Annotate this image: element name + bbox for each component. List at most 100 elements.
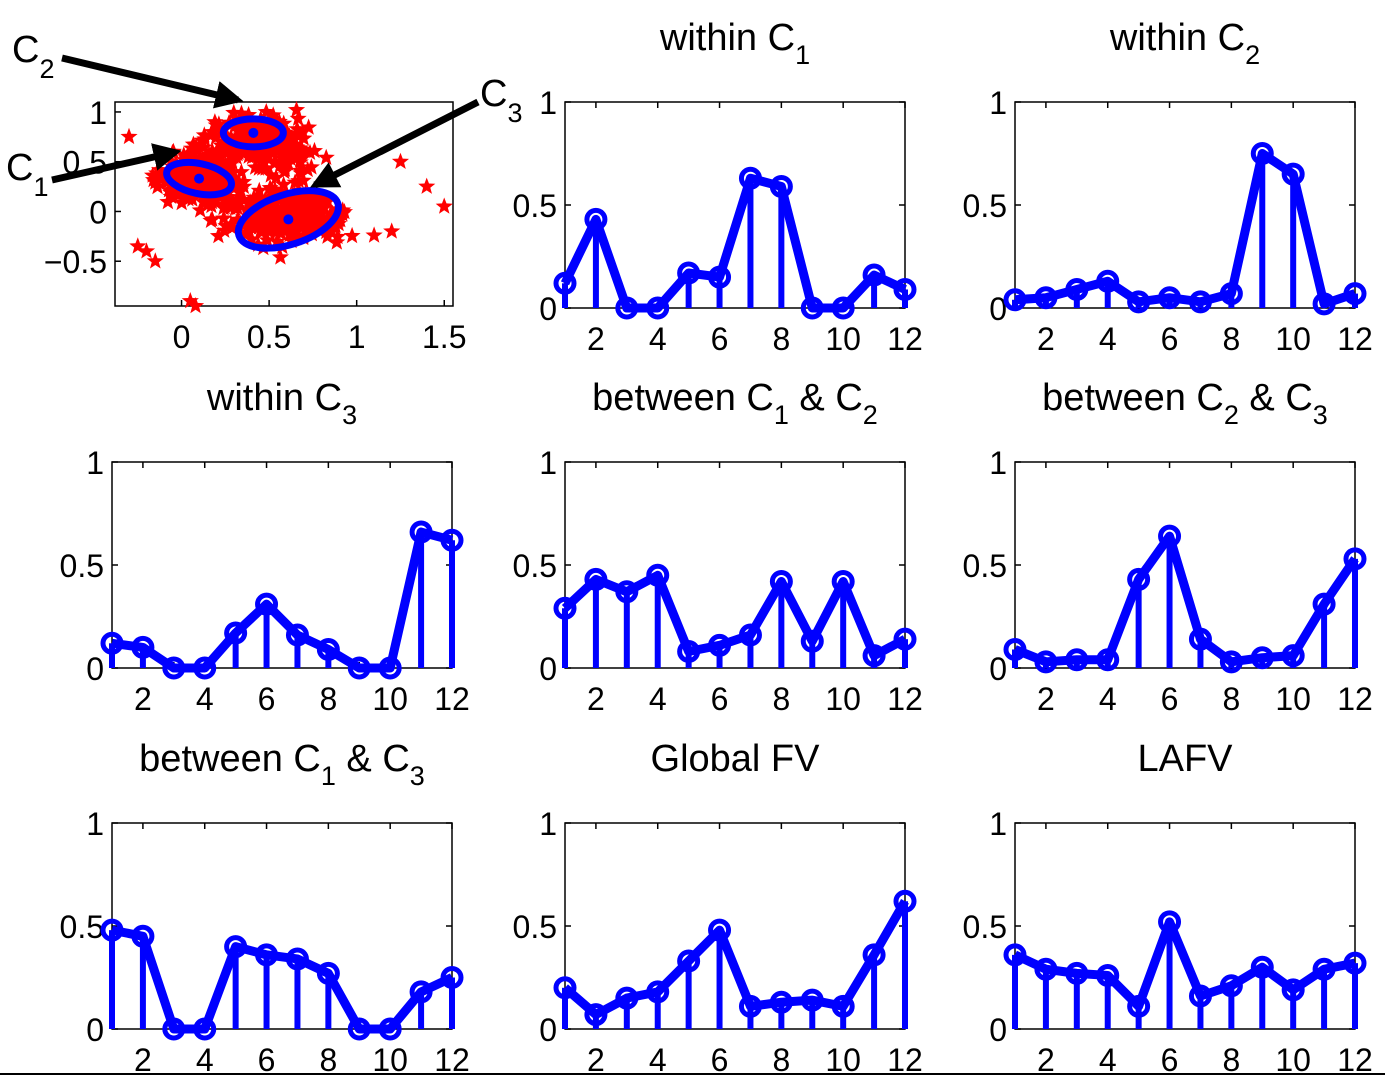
point-2 xyxy=(584,1003,608,1027)
point-12 xyxy=(440,528,464,552)
point-6 xyxy=(255,943,279,967)
point-11 xyxy=(409,520,433,544)
scatter-star xyxy=(391,152,409,169)
scatter-star xyxy=(138,242,156,259)
point-10 xyxy=(831,569,855,593)
x-tick-label: 10 xyxy=(1275,321,1311,357)
x-tick-label: 4 xyxy=(1099,1042,1117,1076)
scatter-star xyxy=(201,151,219,168)
point-3 xyxy=(615,986,639,1010)
point-11 xyxy=(862,263,886,287)
scatter-star xyxy=(208,143,226,160)
point-12 xyxy=(893,889,917,913)
scatter-star xyxy=(187,297,205,314)
stem-chart-5: between C2 & C3 2 4 6 8 10 12 1 0.5 0 xyxy=(963,377,1373,717)
x-tick-label: 12 xyxy=(887,321,923,357)
point-6 xyxy=(1158,286,1182,310)
x-tick-label: 2 xyxy=(134,681,152,717)
scatter-star xyxy=(299,220,317,238)
point-11 xyxy=(862,943,886,967)
scatter-star xyxy=(183,190,201,207)
scatter-star xyxy=(247,115,265,132)
chart-title: between C1 & C2 xyxy=(592,377,878,430)
point-3 xyxy=(1065,961,1089,985)
cluster-ellipse-c1 xyxy=(163,158,235,199)
scatter-star xyxy=(264,216,282,233)
point-1 xyxy=(1003,637,1027,661)
scatter-star xyxy=(275,114,293,131)
point-12 xyxy=(1343,547,1367,571)
y-tick-label: 0 xyxy=(989,1012,1007,1048)
scatter-star xyxy=(249,216,267,234)
series-line xyxy=(1013,531,1359,667)
x-tick-label: 2 xyxy=(587,681,605,717)
point-6 xyxy=(255,592,279,616)
point-5 xyxy=(677,640,701,664)
series-line xyxy=(560,173,907,313)
point-3 xyxy=(1065,277,1089,301)
y-tick-label: 0 xyxy=(539,651,557,687)
point-9 xyxy=(347,1017,371,1041)
point-11 xyxy=(862,644,886,668)
point-8 xyxy=(1219,650,1243,674)
scatter-star xyxy=(213,171,231,188)
point-10 xyxy=(1281,162,1305,186)
scatter-star xyxy=(212,158,230,175)
cluster-center-c1 xyxy=(194,173,205,184)
scatter-star xyxy=(294,123,312,140)
point-2 xyxy=(1034,286,1058,310)
point-6 xyxy=(708,633,732,657)
x-tick-label: 6 xyxy=(258,681,276,717)
point-7 xyxy=(738,623,762,647)
point-11 xyxy=(1312,592,1336,616)
scatter-star xyxy=(246,158,264,175)
scatter-star xyxy=(267,168,285,186)
scatter-star xyxy=(234,173,252,190)
stem-chart-3: within C3 2 4 6 8 10 12 1 0.5 0 xyxy=(60,377,470,717)
point-11 xyxy=(1312,292,1336,316)
x-tick-label: 8 xyxy=(319,681,337,717)
scatter-star xyxy=(173,193,191,211)
point-8 xyxy=(769,174,793,198)
scatter-star xyxy=(277,152,295,169)
x-tick-label: 12 xyxy=(887,1042,923,1076)
point-5 xyxy=(224,935,248,959)
scatter-star xyxy=(177,174,195,191)
x-tick-label: 2 xyxy=(134,1042,152,1076)
x-tick-label: 12 xyxy=(434,1042,470,1076)
x-tick-label: 10 xyxy=(372,681,408,717)
arrow-c3 xyxy=(310,98,480,189)
scatter-star xyxy=(290,126,308,143)
scatter-star xyxy=(289,216,307,233)
point-2 xyxy=(584,567,608,591)
point-8 xyxy=(1219,282,1243,306)
scatter-star xyxy=(203,210,221,227)
scatter-star xyxy=(275,175,293,192)
y-tick-label: 0.5 xyxy=(513,909,557,945)
point-1 xyxy=(553,271,577,295)
scatter-star xyxy=(418,177,436,194)
point-11 xyxy=(1312,957,1336,981)
scatter-star xyxy=(268,232,286,250)
y-tick-label: 1 xyxy=(539,445,557,481)
chart-title: between C1 & C3 xyxy=(139,738,425,791)
x-tick-label: 12 xyxy=(434,681,470,717)
scatter-star xyxy=(187,137,205,154)
scatter-star xyxy=(313,189,331,206)
x-tick-label: 6 xyxy=(711,681,729,717)
scatter-star xyxy=(232,130,250,147)
point-9 xyxy=(800,988,824,1012)
point-10 xyxy=(831,994,855,1018)
x-tick-label: 2 xyxy=(1037,321,1055,357)
scatter-star xyxy=(328,233,346,250)
point-10 xyxy=(831,296,855,320)
x-tick-label: 6 xyxy=(711,1042,729,1076)
point-5 xyxy=(1127,994,1151,1018)
point-7 xyxy=(738,994,762,1018)
scatter-star xyxy=(263,181,281,198)
x-tick-label: 6 xyxy=(1161,681,1179,717)
stem-chart-8: LAFV 2 4 6 8 10 12 1 0.5 0 xyxy=(963,738,1373,1076)
point-4 xyxy=(646,980,670,1004)
point-1 xyxy=(100,918,124,942)
